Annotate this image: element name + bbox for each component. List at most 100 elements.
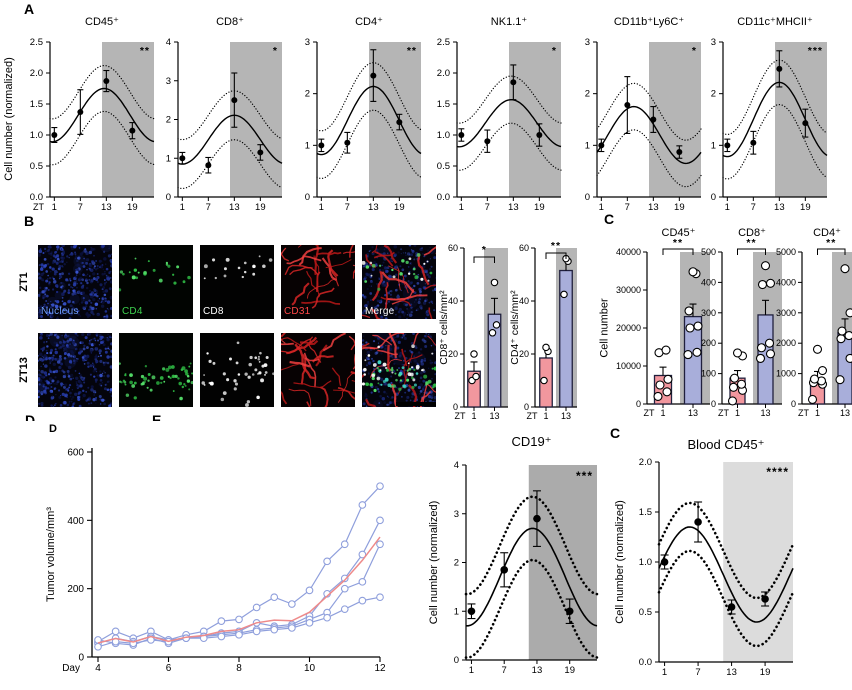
panel-c-ylabel: Cell number (599, 297, 611, 358)
panel-label-d-clipped: D (25, 413, 36, 421)
svg-text:7: 7 (345, 202, 350, 213)
svg-text:1: 1 (599, 202, 604, 213)
channel-label-cd31: CD31 (284, 306, 311, 317)
micro-tile-zt13-cd31 (281, 333, 355, 407)
panel-label-c: C (604, 211, 615, 227)
svg-text:CD45⁺: CD45⁺ (662, 227, 696, 239)
svg-text:0: 0 (524, 402, 529, 412)
svg-text:300: 300 (701, 308, 716, 318)
svg-text:0: 0 (166, 192, 171, 203)
svg-text:19: 19 (534, 202, 545, 213)
panel-a-ylabel: Cell number (normalized) (3, 57, 15, 181)
svg-text:7: 7 (695, 667, 700, 678)
svg-text:**: ** (140, 45, 150, 57)
svg-text:600: 600 (67, 448, 84, 459)
svg-text:***: *** (808, 45, 823, 57)
svg-text:2.0: 2.0 (639, 457, 652, 468)
svg-text:ZT: ZT (798, 408, 809, 418)
svg-text:2: 2 (166, 115, 171, 126)
svg-text:2000: 2000 (776, 338, 796, 348)
svg-text:**: ** (673, 237, 683, 249)
svg-text:CD4⁺: CD4⁺ (813, 227, 841, 239)
svg-text:0: 0 (305, 192, 310, 203)
svg-text:Blood CD45⁺: Blood CD45⁺ (688, 437, 765, 452)
svg-text:100: 100 (701, 369, 716, 379)
svg-text:19: 19 (564, 665, 575, 676)
svg-text:*: * (482, 244, 487, 256)
svg-text:13: 13 (688, 408, 698, 418)
svg-text:*: * (552, 45, 557, 57)
svg-text:500: 500 (701, 247, 716, 257)
svg-text:13: 13 (229, 202, 240, 213)
panel-label-d-small: D (49, 423, 57, 435)
svg-text:1: 1 (660, 408, 665, 418)
svg-text:1.0: 1.0 (437, 130, 450, 141)
svg-text:0: 0 (453, 402, 458, 412)
channel-label-merge: Merge (365, 306, 395, 317)
svg-text:CD19⁺: CD19⁺ (511, 434, 551, 449)
channel-label-cd4: CD4 (122, 306, 143, 317)
svg-text:0: 0 (711, 399, 716, 409)
chart-f-blood: 0.0 0.5 1.0 1.5 2.0 1 7 13 19 Blood CD45⁺**** Cell… (614, 437, 795, 678)
svg-text:13: 13 (760, 408, 770, 418)
svg-text:2.0: 2.0 (30, 68, 43, 79)
svg-text:0.5: 0.5 (437, 161, 450, 172)
svg-text:CD4⁺ cells/mm²: CD4⁺ cells/mm² (509, 290, 521, 365)
svg-text:3: 3 (711, 37, 716, 48)
scale-bar (396, 402, 436, 406)
svg-text:0: 0 (454, 655, 459, 666)
panel-label-c2: C (610, 425, 621, 441)
svg-text:0.5: 0.5 (30, 161, 43, 172)
svg-text:2.5: 2.5 (30, 37, 43, 48)
svg-text:3: 3 (166, 76, 171, 87)
svg-text:ZT: ZT (455, 411, 466, 421)
svg-text:Tumor volume/mm³: Tumor volume/mm³ (45, 507, 57, 602)
svg-text:Cell number (normalized): Cell number (normalized) (614, 500, 626, 624)
svg-text:19: 19 (127, 202, 138, 213)
svg-text:Cell number (normalized): Cell number (normalized) (428, 501, 440, 625)
svg-text:CD45⁺: CD45⁺ (85, 16, 119, 28)
svg-text:19: 19 (394, 202, 405, 213)
svg-text:3000: 3000 (776, 308, 796, 318)
svg-text:CD11c⁺MHCII⁺: CD11c⁺MHCII⁺ (737, 16, 813, 28)
svg-text:0: 0 (711, 192, 716, 203)
svg-text:19: 19 (255, 202, 266, 213)
svg-text:2.0: 2.0 (437, 68, 450, 79)
svg-text:1: 1 (305, 140, 310, 151)
svg-text:13: 13 (508, 202, 519, 213)
svg-text:0: 0 (791, 399, 796, 409)
svg-text:20: 20 (448, 349, 458, 359)
svg-text:ZT: ZT (718, 408, 729, 418)
svg-text:1: 1 (735, 408, 740, 418)
svg-text:200: 200 (67, 584, 84, 595)
svg-text:7: 7 (502, 665, 507, 676)
panel-label-a: A (24, 1, 35, 17)
micro-tile-zt13-cd8 (200, 333, 274, 407)
chart-c-cd45: 0 10000 20000 30000 40000 1 13 ZT **CD45⁺ (616, 227, 710, 418)
svg-text:ZT: ZT (644, 408, 655, 418)
svg-text:**: ** (746, 237, 756, 249)
svg-text:19: 19 (800, 202, 811, 213)
svg-text:**: ** (826, 237, 836, 249)
chart-b-cd4: 0 20 40 60 1 13 ZT ** CD4⁺ cells/mm² (509, 240, 577, 421)
svg-text:10: 10 (304, 663, 316, 674)
svg-text:ZT: ZT (33, 202, 44, 212)
svg-text:60: 60 (519, 243, 529, 253)
svg-text:****: **** (766, 465, 789, 479)
micro-tile-zt1-merge: Merge (362, 245, 436, 319)
svg-text:4: 4 (166, 37, 171, 48)
svg-text:1.5: 1.5 (437, 99, 450, 110)
micro-tile-zt1-cd4: CD4 (119, 245, 193, 319)
svg-text:2: 2 (585, 89, 590, 100)
svg-text:7: 7 (206, 202, 211, 213)
panel-label-b: B (24, 213, 35, 229)
svg-text:40: 40 (448, 296, 458, 306)
svg-text:ZT: ZT (527, 411, 538, 421)
svg-text:CD11b⁺Ly6C⁺: CD11b⁺Ly6C⁺ (614, 16, 685, 28)
row-label-zt1: ZT1 (18, 272, 30, 292)
svg-text:40: 40 (519, 296, 529, 306)
svg-text:CD8⁺ cells/mm²: CD8⁺ cells/mm² (438, 290, 450, 365)
